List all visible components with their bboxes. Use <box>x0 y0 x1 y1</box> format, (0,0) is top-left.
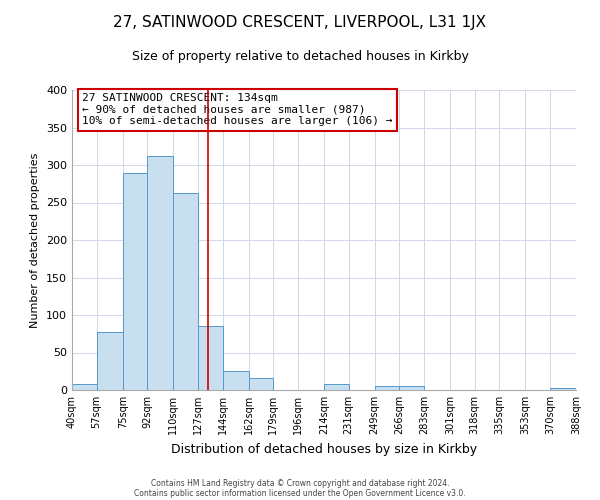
Bar <box>400 386 424 390</box>
Bar <box>248 378 274 390</box>
Bar <box>173 192 198 390</box>
Bar <box>223 371 248 390</box>
Bar <box>550 388 576 390</box>
Bar <box>72 384 97 390</box>
X-axis label: Distribution of detached houses by size in Kirkby: Distribution of detached houses by size … <box>171 442 477 456</box>
Bar <box>374 386 400 390</box>
Bar <box>148 156 173 390</box>
Text: Size of property relative to detached houses in Kirkby: Size of property relative to detached ho… <box>131 50 469 63</box>
Text: 27, SATINWOOD CRESCENT, LIVERPOOL, L31 1JX: 27, SATINWOOD CRESCENT, LIVERPOOL, L31 1… <box>113 15 487 30</box>
Text: Contains public sector information licensed under the Open Government Licence v3: Contains public sector information licen… <box>134 488 466 498</box>
Y-axis label: Number of detached properties: Number of detached properties <box>31 152 40 328</box>
Bar <box>198 326 223 390</box>
Text: 27 SATINWOOD CRESCENT: 134sqm
← 90% of detached houses are smaller (987)
10% of : 27 SATINWOOD CRESCENT: 134sqm ← 90% of d… <box>82 93 392 126</box>
Text: Contains HM Land Registry data © Crown copyright and database right 2024.: Contains HM Land Registry data © Crown c… <box>151 478 449 488</box>
Bar <box>324 384 349 390</box>
Bar <box>97 332 122 390</box>
Bar <box>122 172 148 390</box>
